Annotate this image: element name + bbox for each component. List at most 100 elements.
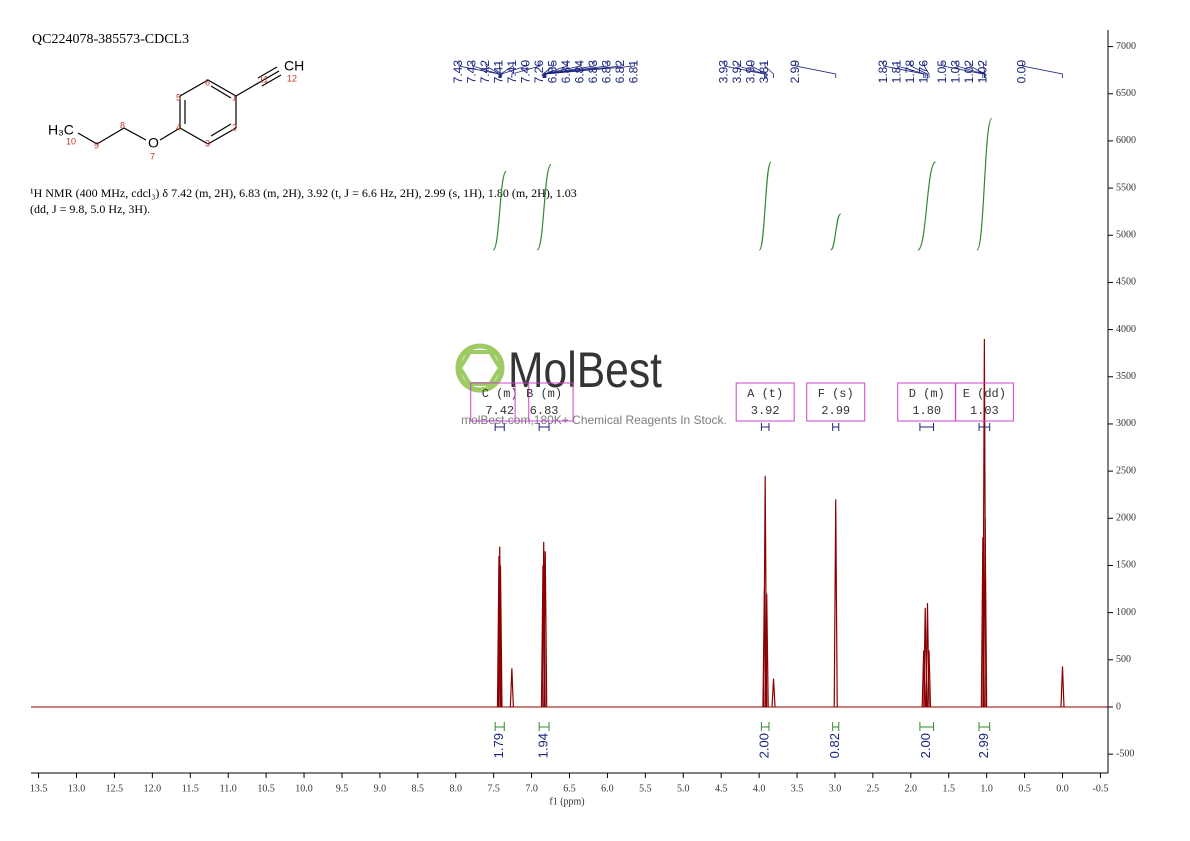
peak-label: 7.40 (519, 60, 533, 84)
peak-label-connector (543, 62, 581, 78)
atom-label: O (148, 135, 159, 151)
peak-label: 7.41 (505, 60, 519, 84)
x-tick-label: 4.5 (715, 783, 728, 794)
x-tick-label: 4.0 (753, 783, 766, 794)
atom-number: 10 (66, 136, 76, 146)
atom-number: 6 (205, 77, 210, 87)
peak-label: 1.03 (949, 60, 963, 84)
watermark-logo-hex (457, 350, 503, 386)
peak-label: 3.93 (717, 60, 731, 84)
peak-label-connector (542, 62, 554, 78)
peak (771, 678, 776, 707)
y-tick-label: 1500 (1116, 560, 1136, 571)
atom-label: H₃C (48, 122, 74, 138)
y-tick-label: 6500 (1116, 88, 1136, 99)
y-tick-label: 1000 (1116, 607, 1136, 618)
multiplet-box (514, 382, 574, 422)
integral-curve (758, 161, 772, 251)
multiplet-bracket (832, 423, 840, 431)
peak-label-connector (896, 62, 926, 78)
atom-number: 1 (232, 92, 237, 102)
x-tick-label: 1.5 (942, 783, 955, 794)
peak-label: 1.81 (889, 60, 903, 84)
peak-label-connector (500, 62, 514, 78)
integral-curve (830, 213, 842, 251)
y-tick-label: 5000 (1116, 230, 1136, 241)
x-tick-label: 11.0 (220, 783, 237, 794)
y-tick-label: 4500 (1116, 277, 1136, 288)
integral-bracket (494, 722, 505, 731)
peak-label-connector (955, 62, 985, 78)
peak-label-connector (942, 62, 984, 78)
peak-label: 2.99 (788, 60, 802, 84)
multiplet-bracket (760, 423, 770, 431)
x-tick-label: 7.0 (525, 783, 538, 794)
atom-number: 11 (259, 74, 268, 84)
peak (543, 551, 548, 707)
x-tick-label: -0.5 (1092, 783, 1108, 794)
x-tick-label: 8.5 (412, 783, 425, 794)
peak-label-connector (764, 62, 774, 78)
peak-label: 0.00 (1015, 60, 1029, 84)
y-tick-label: 500 (1116, 654, 1131, 665)
peak-label: 1.02 (976, 60, 990, 84)
x-tick-label: 7.5 (487, 783, 500, 794)
x-tick-label: 0.5 (1018, 783, 1031, 794)
peak-label-connector (485, 62, 501, 78)
x-tick-label: 1.0 (980, 783, 993, 794)
peak-label: 6.84 (573, 60, 587, 84)
integral-label: 1.79 (491, 733, 506, 758)
nmr-description: ¹H NMR (400 MHz, cdcl₃) δ 7.42 (m, 2H), … (30, 186, 577, 216)
atom-number: 2 (232, 122, 237, 132)
x-tick-label: 12.5 (106, 783, 124, 794)
multiplet-bracket (538, 423, 550, 431)
peak-label-connector (511, 62, 541, 78)
peak-label-connector (544, 62, 622, 78)
peak-label: 3.92 (730, 60, 744, 84)
multiplet-name: D (m) (909, 387, 945, 401)
peak-label-connector (724, 62, 765, 78)
peak-label-connector (883, 62, 925, 78)
y-tick-label: 3500 (1116, 371, 1136, 382)
peak-label: 1.02 (962, 60, 976, 84)
peak-label: 1.83 (876, 60, 890, 84)
peak-label: 7.43 (465, 60, 479, 84)
integral-curve (536, 164, 552, 251)
peak-label: 1.05 (935, 60, 949, 84)
y-tick-label: 6000 (1116, 135, 1136, 146)
atom-label: CH (284, 58, 304, 74)
atom-number: 9 (94, 140, 99, 150)
peak (983, 518, 988, 707)
integral-label: 1.94 (536, 733, 551, 758)
atom-number: 12 (287, 73, 297, 83)
multiplet-box (806, 382, 866, 422)
peak-label: 7.43 (451, 60, 465, 84)
integral-label: 2.00 (757, 733, 772, 758)
multiplet-shift: 3.92 (751, 404, 780, 418)
atom-number: 5 (176, 92, 181, 102)
peak (764, 593, 769, 707)
peak-label: 1.76 (916, 60, 930, 84)
atom-number: 8 (120, 120, 125, 130)
peak (926, 650, 932, 707)
y-tick-label: 5500 (1116, 182, 1136, 193)
x-tick-label: 13.5 (30, 783, 48, 794)
peak-label-connector (500, 62, 527, 78)
integral-label: 2.99 (976, 733, 991, 758)
integral-label: 0.82 (827, 733, 842, 758)
peak-label-connector (1022, 62, 1063, 78)
integral-curve (917, 161, 937, 251)
y-tick-label: 4000 (1116, 324, 1136, 335)
y-tick-label: 3000 (1116, 418, 1136, 429)
y-tick-label: 0 (1116, 701, 1121, 712)
peak-label-connector (751, 62, 768, 78)
peak-label-connector (544, 62, 608, 78)
multiplet-box (735, 382, 795, 422)
multiplet-name: A (t) (747, 387, 783, 401)
x-tick-label: 13.0 (68, 783, 86, 794)
x-tick-label: 11.5 (182, 783, 199, 794)
integral-bracket (832, 722, 840, 731)
watermark-logo: MolBest (508, 342, 662, 398)
y-tick-label: -500 (1116, 748, 1134, 759)
